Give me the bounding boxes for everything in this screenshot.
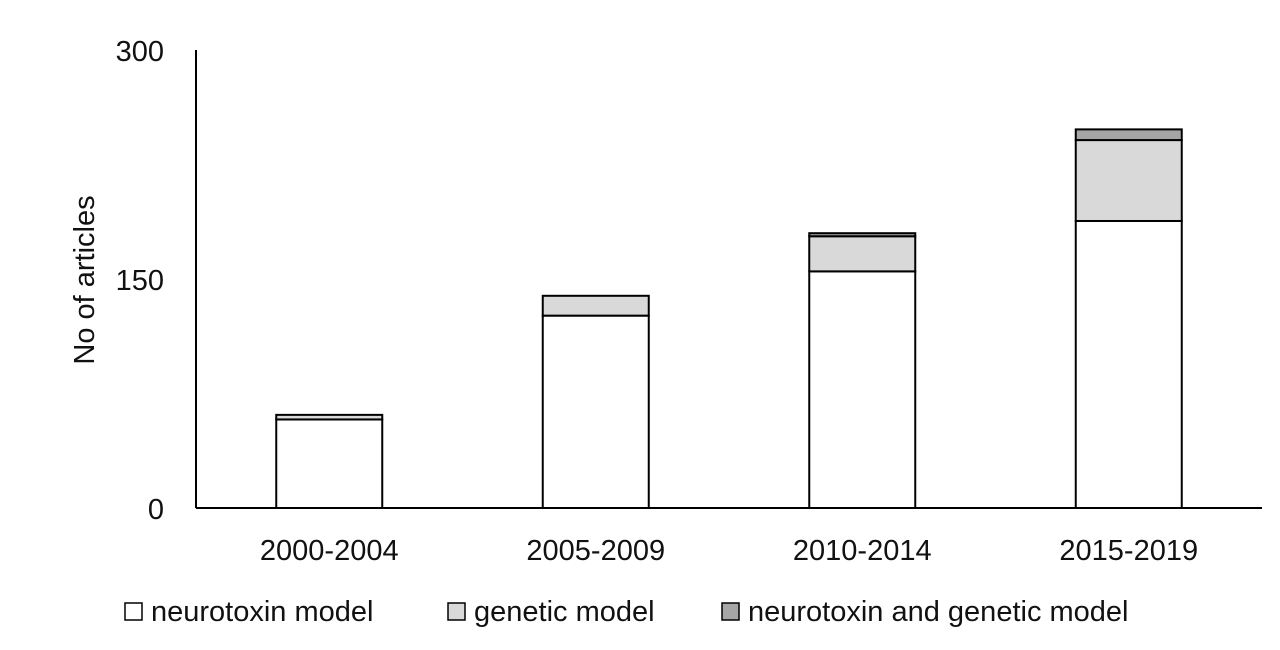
bar-genetic-model-2005-2009	[541, 294, 650, 317]
x-tick-label: 2015-2019	[1059, 535, 1198, 567]
bar-neurotoxin-model-2010-2014	[808, 270, 917, 509]
legend-label-neurotoxin-and-genetic-model: neurotoxin and genetic model	[748, 596, 1128, 628]
legend-swatch-neurotoxin-and-genetic-model	[721, 602, 740, 621]
legend: neurotoxin model genetic model neurotoxin …	[124, 596, 1128, 628]
bar-genetic-model-2000-2004	[275, 413, 384, 421]
y-tick-label: 300	[116, 36, 164, 68]
bar-neurotoxin-model-2015-2019	[1074, 219, 1183, 509]
bar-genetic-model-2015-2019	[1074, 139, 1183, 222]
y-tick-label: 150	[116, 265, 164, 297]
bar-neurotoxin-model-2000-2004	[275, 418, 384, 510]
bar-neurotoxin-model-2005-2009	[541, 314, 650, 510]
y-tick-label: 0	[148, 494, 164, 526]
bar-neurotoxin-and-genetic-model-2010-2014	[808, 232, 917, 238]
x-tick-label: 2010-2014	[793, 535, 932, 567]
x-tick-label: 2005-2009	[526, 535, 665, 567]
legend-label-genetic-model: genetic model	[474, 596, 655, 628]
tick-labels: 0 150 300 2000-2004 2005-2009 2010-2014 2015-2…	[116, 36, 1198, 567]
legend-label-neurotoxin-model: neurotoxin model	[151, 596, 373, 628]
legend-swatch-genetic-model	[447, 602, 466, 621]
bar-genetic-model-2010-2014	[808, 235, 917, 273]
y-axis-title: No of articles	[69, 195, 101, 364]
plot-area	[275, 128, 1183, 510]
bar-neurotoxin-and-genetic-model-2015-2019	[1074, 128, 1183, 142]
axes	[195, 50, 1262, 509]
x-tick-label: 2000-2004	[260, 535, 399, 567]
legend-swatch-neurotoxin-model	[124, 602, 143, 621]
